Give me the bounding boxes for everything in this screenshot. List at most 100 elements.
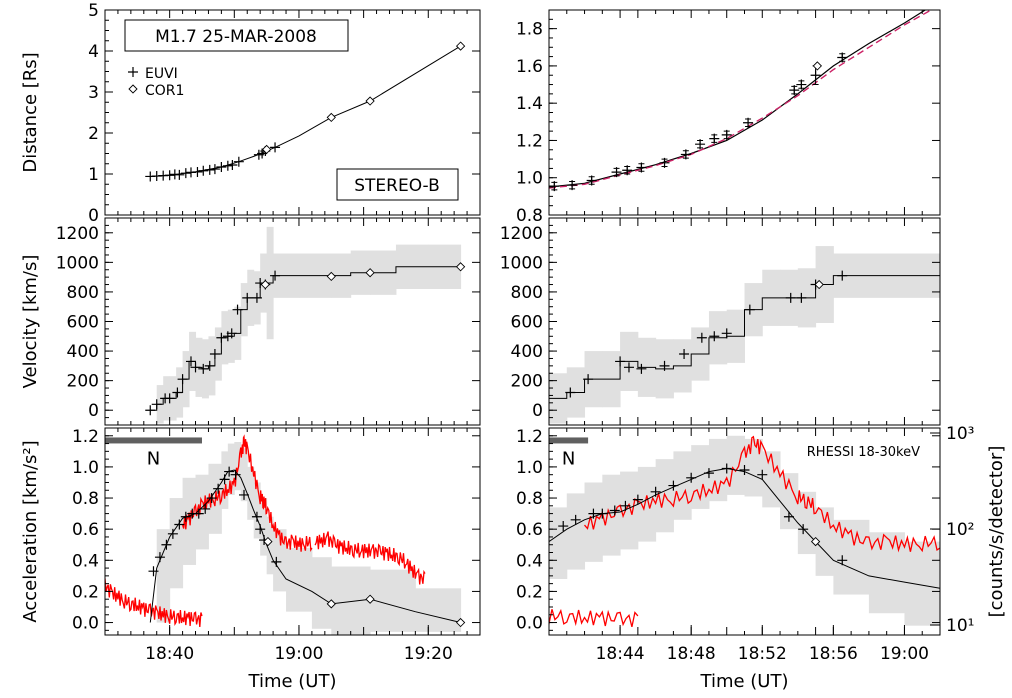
acceleration-uncertainty-band bbox=[620, 471, 639, 550]
euvi-point bbox=[565, 387, 576, 398]
y-axis-label: Velocity [km/s] bbox=[20, 255, 41, 389]
euvi-point bbox=[709, 331, 720, 342]
euvi-point bbox=[192, 166, 203, 177]
y-tick-label: 1.8 bbox=[516, 20, 543, 40]
euvi-point bbox=[668, 480, 679, 491]
rhessi-lightcurve bbox=[314, 531, 426, 585]
euvi-point bbox=[783, 511, 794, 522]
y-tick-label: 1.2 bbox=[516, 131, 543, 151]
y-tick-label: 0.8 bbox=[516, 206, 543, 226]
title-box-label: M1.7 25-MAR-2008 bbox=[155, 27, 317, 47]
euvi-point bbox=[270, 142, 281, 153]
euvi-point bbox=[743, 117, 754, 128]
y-tick-label: 800 bbox=[511, 283, 543, 303]
x-tick-label: 18:44 bbox=[596, 644, 645, 664]
euvi-point bbox=[190, 362, 201, 373]
euvi-point bbox=[206, 493, 217, 504]
cor1-point bbox=[326, 271, 336, 282]
x-tick-label: 19:20 bbox=[404, 644, 453, 664]
euvi-point bbox=[219, 474, 230, 485]
acceleration-uncertainty-band bbox=[227, 443, 235, 495]
y-tick-label: 200 bbox=[511, 372, 543, 392]
y-axis-label: Distance [Rs] bbox=[20, 52, 41, 172]
euvi-point bbox=[198, 363, 209, 374]
y-tick-label: 2 bbox=[88, 124, 99, 144]
euvi-point bbox=[209, 164, 220, 175]
y-tick-label: 0.4 bbox=[72, 551, 99, 571]
euvi-point bbox=[174, 519, 185, 530]
acceleration-uncertainty-band bbox=[780, 473, 799, 530]
y-tick-label: 400 bbox=[67, 342, 99, 362]
panel-velocity-overview: 0 200 400 600 800 1000 1200 Velocity [km/s] bbox=[20, 217, 481, 426]
y-tick-label: 600 bbox=[67, 313, 99, 333]
y-tick-label: 0 bbox=[88, 401, 99, 421]
euvi-point bbox=[226, 328, 237, 339]
acceleration-uncertainty-band bbox=[156, 529, 171, 623]
plot-area bbox=[549, 10, 932, 192]
cor1-point bbox=[262, 144, 272, 155]
acceleration-uncertainty-band bbox=[868, 532, 905, 614]
y-tick-label: 0.0 bbox=[516, 614, 543, 634]
x-tick-label: 19:00 bbox=[880, 644, 929, 664]
acceleration-uncertainty-band bbox=[311, 557, 332, 629]
euvi-point bbox=[198, 165, 209, 176]
euvi-point bbox=[167, 528, 178, 539]
euvi-point bbox=[696, 332, 707, 343]
euvi-point bbox=[680, 149, 691, 160]
panel-distance-zoom: 0.8 1.0 1.2 1.4 1.6 1.8 bbox=[516, 9, 941, 226]
euvi-point bbox=[785, 292, 796, 303]
y-tick-label: 1 bbox=[88, 165, 99, 185]
acceleration-uncertainty-band bbox=[762, 451, 781, 508]
euvi-point bbox=[721, 463, 732, 474]
euvi-point bbox=[636, 363, 647, 374]
cor1-point bbox=[455, 262, 466, 272]
euvi-point bbox=[148, 566, 159, 577]
panel-velocity-zoom: 0 200 400 600 800 1000 1200 bbox=[500, 217, 941, 426]
y-tick-label: 0.8 bbox=[516, 489, 543, 509]
euvi-point bbox=[242, 292, 253, 303]
axes-frame bbox=[548, 9, 941, 216]
acceleration-uncertainty-band bbox=[566, 493, 586, 570]
euvi-point bbox=[650, 486, 661, 497]
y-tick-label: 1000 bbox=[500, 253, 543, 273]
euvi-point bbox=[796, 292, 807, 303]
euvi-point bbox=[151, 399, 162, 410]
instrument-box-label: STEREO-B bbox=[354, 176, 440, 196]
rhessi-label: RHESSI 18-30keV bbox=[807, 445, 920, 460]
acceleration-uncertainty-band bbox=[370, 569, 416, 632]
acceleration-uncertainty-band bbox=[584, 482, 603, 562]
euvi-point bbox=[597, 508, 608, 519]
rhessi-lightcurve bbox=[549, 608, 639, 628]
x-axis-label: Time (UT) bbox=[700, 671, 789, 692]
euvi-point bbox=[695, 139, 706, 150]
y-tick-label: 0.6 bbox=[516, 520, 543, 540]
y-tick-label: 1200 bbox=[500, 224, 543, 244]
legend-cor1-label: COR1 bbox=[145, 83, 184, 99]
acceleration-uncertainty-band bbox=[260, 498, 268, 556]
euvi-point bbox=[558, 521, 569, 532]
y-tick-label: 0.2 bbox=[72, 582, 99, 602]
y-tick-label: 1.2 bbox=[516, 427, 543, 447]
y-tick-label: 1200 bbox=[56, 224, 99, 244]
y-tick-label: 5 bbox=[88, 1, 99, 21]
acceleration-uncertainty-band bbox=[266, 516, 274, 575]
euvi-point bbox=[622, 165, 633, 176]
acceleration-uncertainty-band bbox=[415, 588, 462, 632]
acceleration-uncertainty-band bbox=[331, 566, 371, 635]
acceleration-uncertainty-band bbox=[240, 448, 248, 502]
euvi-point bbox=[209, 349, 220, 360]
euvi-point bbox=[154, 552, 165, 563]
y-tick-label: 1.2 bbox=[72, 427, 99, 447]
panel-acceleration-overview: N 0.0 0.2 0.4 0.6 0.8 1.0 1.2 18:40 19:00 19:20 Tim… bbox=[20, 427, 481, 692]
y-tick-label: 400 bbox=[511, 342, 543, 362]
euvi-point bbox=[200, 503, 211, 514]
euvi-point bbox=[837, 555, 848, 566]
cor1-point bbox=[326, 599, 336, 609]
neupert-bar bbox=[105, 437, 202, 444]
neupert-bar bbox=[549, 437, 589, 444]
x-tick-label: 18:52 bbox=[738, 644, 787, 664]
euvi-point bbox=[549, 181, 560, 192]
plot-area bbox=[549, 246, 940, 424]
plot-area bbox=[105, 434, 466, 635]
